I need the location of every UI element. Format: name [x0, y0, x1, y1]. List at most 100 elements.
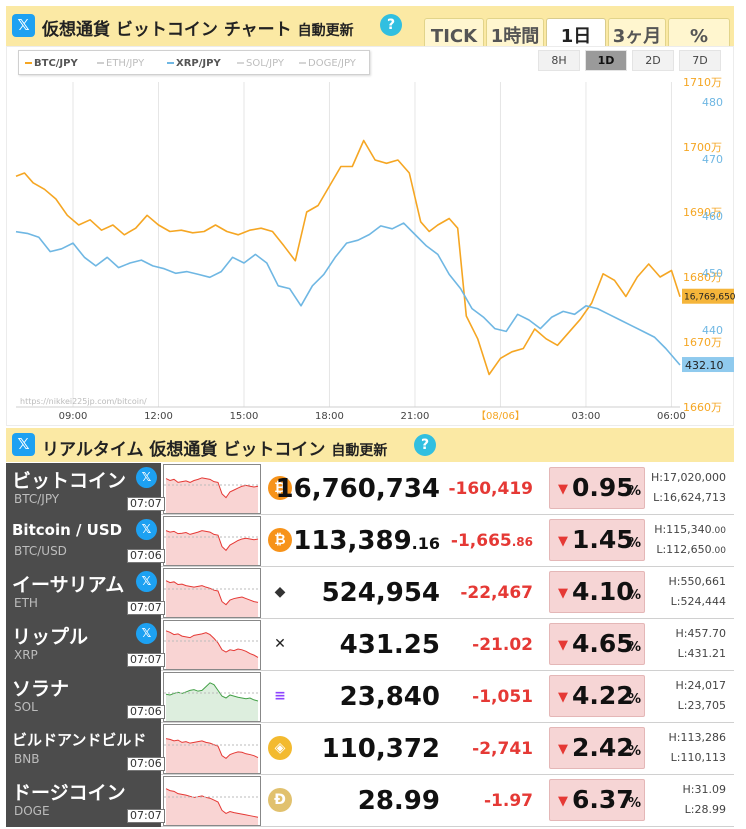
period-8h-button[interactable]: 8H: [538, 50, 580, 71]
crypto-row[interactable]: ビットコイン BTC/JPY 𝕏 07:07 ₿ 16,760,734 -160…: [6, 463, 734, 515]
btc-jpy-line: [15, 139, 681, 376]
percent-change-badge: ▼ 2.42 %: [549, 727, 645, 769]
coin-pair: ETH: [14, 596, 38, 610]
day-low: L:28.99: [684, 803, 726, 816]
x-share-icon[interactable]: 𝕏: [136, 467, 157, 488]
day-high: H:457.70: [675, 627, 726, 640]
period-2d-button[interactable]: 2D: [632, 50, 674, 71]
y-tick-label-xrp: 440: [702, 324, 723, 337]
x-tick-label: 06:00: [657, 411, 686, 422]
percent-value: 0.95: [572, 473, 634, 502]
x-share-icon[interactable]: 𝕏: [12, 433, 35, 456]
percent-change-badge: ▼ 4.10 %: [549, 571, 645, 613]
sparkline-area: [166, 477, 258, 513]
crypto-row[interactable]: Bitcoin / USD BTC/USD 𝕏 07:06 ₿ 113,389.…: [6, 515, 734, 567]
help-icon[interactable]: ?: [414, 434, 436, 456]
price-change: -1,665.86: [450, 531, 533, 551]
ethereum-icon: ◆: [268, 580, 292, 604]
x-share-icon[interactable]: 𝕏: [136, 519, 157, 540]
legend-sol-jpy[interactable]: SOL/JPY: [237, 58, 284, 69]
down-arrow-icon: ▼: [558, 534, 568, 549]
bnb-icon: ◈: [268, 736, 292, 760]
legend-btc-jpy[interactable]: BTC/JPY: [25, 58, 78, 69]
coin-pair: XRP: [14, 648, 38, 662]
sparkline-chart[interactable]: [163, 672, 261, 722]
percent-change-badge: ▼ 1.45 %: [549, 519, 645, 561]
down-arrow-icon: ▼: [558, 690, 568, 705]
coin-pair: BTC/USD: [14, 544, 67, 558]
chart-title: 仮想通貨 ビットコイン チャート 自動更新: [42, 15, 354, 40]
sparkline-area: [166, 530, 258, 565]
x-tick-label: 15:00: [230, 411, 259, 422]
coin-name: イーサリアム: [12, 574, 125, 596]
price-chart: 09:00 12:00 15:00 18:00 21:00 【08/06】 03:00 06:…: [15, 76, 736, 422]
period-1d-button[interactable]: 1D: [585, 50, 627, 71]
last-price-badge-xrp: [682, 357, 734, 373]
percent-change-badge: ▼ 0.95 %: [549, 467, 645, 509]
day-low: L:524,444: [670, 595, 726, 608]
help-icon[interactable]: ?: [380, 14, 402, 36]
x-share-icon[interactable]: 𝕏: [12, 14, 35, 37]
day-low: L:112,650.00: [656, 543, 726, 556]
percent-value: 6.37: [572, 785, 634, 814]
sparkline-area: [166, 630, 258, 669]
coin-pair: DOGE: [14, 804, 50, 818]
x-share-icon[interactable]: 𝕏: [136, 623, 157, 644]
current-price: 524,954: [321, 578, 440, 608]
legend-doge-jpy[interactable]: DOGE/JPY: [299, 58, 356, 69]
y-tick-label-xrp: 470: [702, 153, 723, 166]
last-price-label-btc: 16,769,650: [684, 293, 736, 303]
percent-change-badge: ▼ 6.37 %: [549, 779, 645, 821]
crypto-row[interactable]: ソラナ SOL 07:06 ≡ 23,840 -1,051 ▼ 4.22 % H…: [6, 671, 734, 723]
percent-sign: %: [628, 484, 642, 499]
coin-pair: SOL: [14, 700, 38, 714]
sparkline-chart[interactable]: [163, 568, 261, 618]
coin-name-cell[interactable]: ビルドアンドビルド BNB: [6, 723, 161, 775]
x-tick-label: 09:00: [59, 411, 88, 422]
sparkline-chart[interactable]: [163, 620, 261, 670]
sparkline-svg: [164, 530, 260, 565]
y-tick-label-xrp: 460: [702, 210, 723, 223]
coin-pair: BTC/JPY: [14, 492, 60, 506]
sparkline-svg: [164, 630, 260, 669]
down-arrow-icon: ▼: [558, 586, 568, 601]
crypto-row[interactable]: ビルドアンドビルド BNB 07:06 ◈ 110,372 -2,741 ▼ 2…: [6, 723, 734, 775]
sparkline-svg: [164, 682, 260, 721]
period-7d-button[interactable]: 7D: [679, 50, 721, 71]
sparkline-line: [165, 530, 259, 552]
sparkline-chart[interactable]: [163, 464, 261, 514]
sparkline-svg: [164, 738, 260, 773]
coin-name-cell[interactable]: イーサリアム ETH 𝕏: [6, 567, 161, 619]
percent-sign: %: [628, 796, 642, 811]
percent-sign: %: [628, 588, 642, 603]
coin-name-cell[interactable]: ビットコイン BTC/JPY 𝕏: [6, 463, 161, 515]
y-tick-label-btc: 1710万: [683, 76, 722, 89]
crypto-row[interactable]: ドージコイン DOGE 07:07 Ð 28.99 -1.97 ▼ 6.37 %…: [6, 775, 734, 827]
coin-name-cell[interactable]: ソラナ SOL: [6, 671, 161, 723]
crypto-row[interactable]: リップル XRP 𝕏 07:07 ✕ 431.25 -21.02 ▼ 4.65 …: [6, 619, 734, 671]
xrp-icon: ✕: [268, 632, 292, 656]
current-price: 431.25: [339, 630, 440, 660]
percent-sign: %: [628, 536, 642, 551]
legend-xrp-jpy[interactable]: XRP/JPY: [167, 58, 221, 69]
sparkline-svg: [164, 477, 260, 513]
update-time: 07:07: [127, 653, 165, 667]
legend-eth-jpy[interactable]: ETH/JPY: [97, 58, 144, 69]
y-tick-label-btc: 1660万: [683, 401, 722, 414]
current-price: 28.99: [357, 786, 440, 816]
day-low: L:431.21: [677, 647, 726, 660]
price-change: -160,419: [448, 479, 534, 499]
x-tick-label: 18:00: [315, 411, 344, 422]
x-share-icon[interactable]: 𝕏: [136, 571, 157, 592]
crypto-row[interactable]: イーサリアム ETH 𝕏 07:07 ◆ 524,954 -22,467 ▼ 4…: [6, 567, 734, 619]
percent-value: 2.42: [572, 733, 634, 762]
day-high: H:17,020,000: [651, 471, 726, 484]
dogecoin-icon: Ð: [268, 788, 292, 812]
percent-change-badge: ▼ 4.65 %: [549, 623, 645, 665]
percent-value: 4.65: [572, 629, 634, 658]
sparkline-chart[interactable]: [163, 724, 261, 774]
down-arrow-icon: ▼: [558, 482, 568, 497]
realtime-title: リアルタイム 仮想通貨 ビットコイン 自動更新: [42, 435, 387, 460]
sparkline-chart[interactable]: [163, 776, 261, 826]
sparkline-chart[interactable]: [163, 516, 261, 566]
